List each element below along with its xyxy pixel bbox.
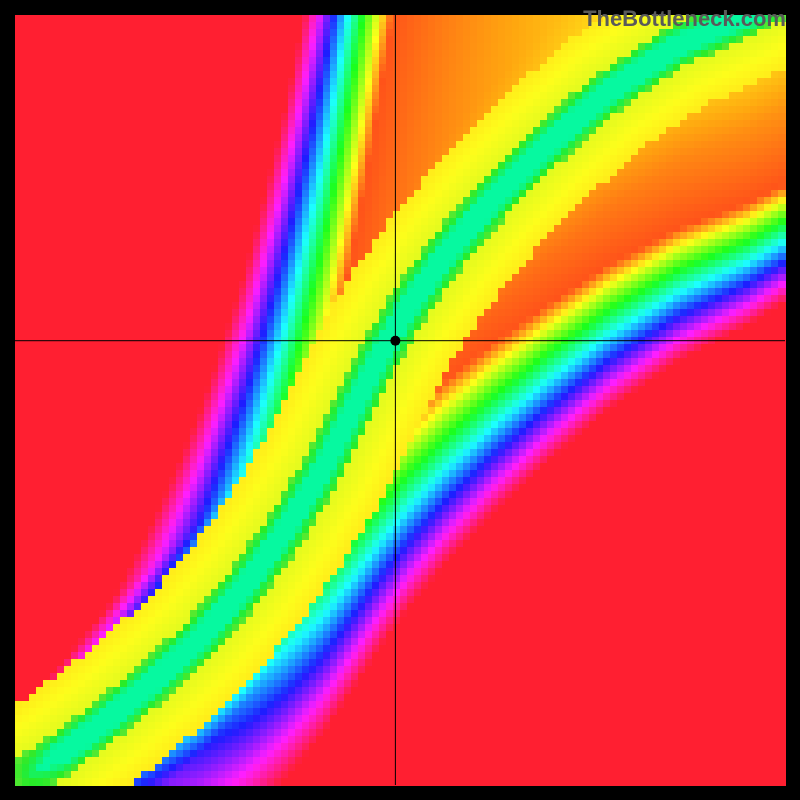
bottleneck-heatmap-chart: TheBottleneck.com: [0, 0, 800, 800]
heatmap-canvas: [0, 0, 800, 800]
